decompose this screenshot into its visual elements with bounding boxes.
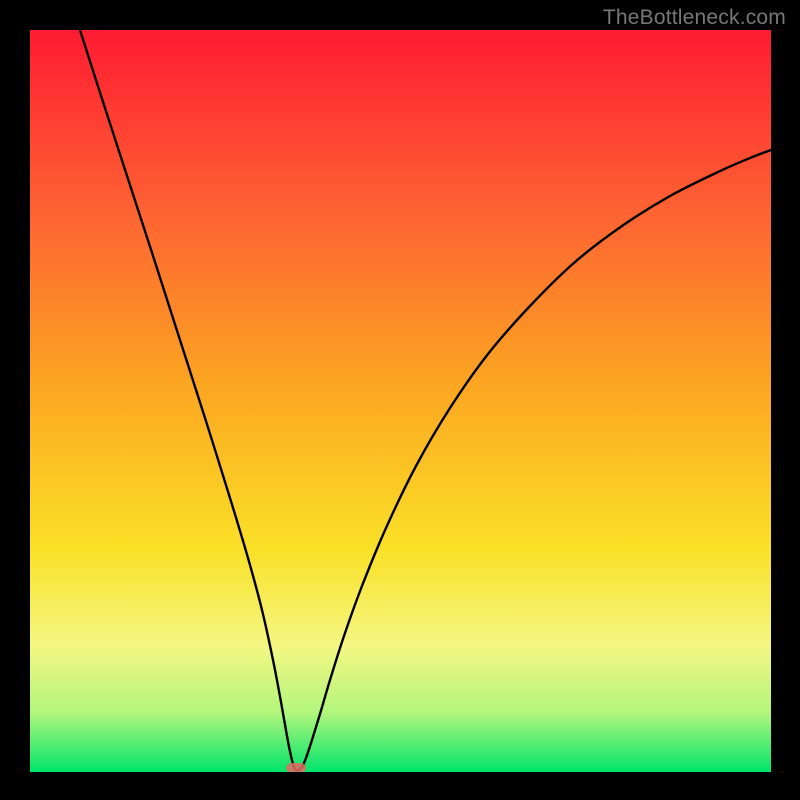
valley-marker xyxy=(286,763,306,772)
plot-area xyxy=(30,30,771,772)
watermark-text: TheBottleneck.com xyxy=(603,6,786,30)
bottleneck-curve xyxy=(80,30,771,770)
chart-outer-frame: TheBottleneck.com xyxy=(0,0,800,800)
bottleneck-curve-svg xyxy=(30,30,771,772)
